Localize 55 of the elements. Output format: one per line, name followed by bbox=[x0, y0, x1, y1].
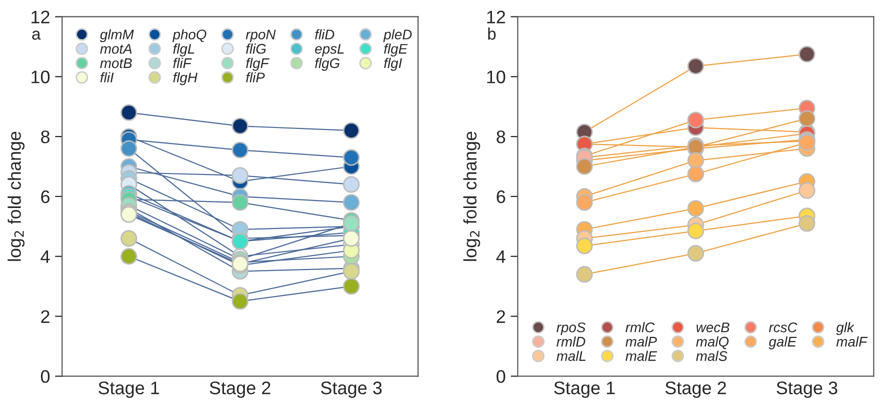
y-tick-label: 10 bbox=[32, 70, 50, 84]
legend-label: malS bbox=[696, 350, 728, 361]
x-tick-label: Stage 1 bbox=[98, 382, 160, 398]
y-tick-label: 8 bbox=[496, 130, 506, 144]
legend-label: phoQ bbox=[172, 29, 206, 42]
text: a bbox=[32, 30, 41, 40]
legend-label: flgF bbox=[246, 58, 270, 71]
y-axis-title: log$_{2}$ fold change bbox=[463, 132, 480, 261]
legend-label: rpoN bbox=[246, 30, 276, 42]
legend-label: motB bbox=[100, 58, 132, 68]
legend-label: flgI bbox=[384, 58, 402, 71]
y-tick-label: 10 bbox=[487, 70, 506, 84]
legend-label: rcsC bbox=[768, 322, 798, 332]
y-tick-label: 12 bbox=[487, 10, 506, 24]
y-tick-label: 2 bbox=[41, 310, 50, 323]
x-tick-label: Stage 3 bbox=[776, 382, 838, 398]
legend-label: malQ bbox=[696, 336, 729, 350]
y-axis-title: log$_{2}$ fold change bbox=[8, 132, 25, 261]
legend-label: galE bbox=[768, 336, 797, 350]
y-tick-label: 6 bbox=[41, 190, 50, 204]
legend-label: wecB bbox=[696, 322, 730, 332]
x-tick-label: Stage 1 bbox=[554, 382, 615, 398]
legend-label: fliI bbox=[100, 72, 114, 82]
y-tick-label: 4 bbox=[40, 250, 50, 263]
y-tick-label: 0 bbox=[496, 370, 506, 383]
legend-label: rmlD bbox=[556, 336, 586, 346]
legend-label: rpoS bbox=[556, 322, 586, 336]
legend-label: fliF bbox=[173, 58, 192, 68]
y-tick-label: 12 bbox=[32, 10, 50, 24]
legend-label: flgH bbox=[173, 72, 198, 86]
legend-label: glmM bbox=[100, 29, 134, 42]
legend-label: pleD bbox=[383, 29, 412, 42]
legend-label: malF bbox=[836, 336, 868, 347]
legend-label: fliG bbox=[246, 44, 266, 54]
legend-label: epsL bbox=[315, 44, 344, 57]
legend-label: flgE bbox=[384, 44, 408, 57]
y-tick-label: 4 bbox=[496, 250, 506, 263]
y-tick-label: 2 bbox=[496, 310, 506, 323]
legend-label: flgL bbox=[173, 44, 194, 57]
legend-label: rmlC bbox=[626, 322, 655, 332]
legend-label: glk bbox=[836, 322, 854, 336]
y-tick-label: 0 bbox=[40, 370, 50, 383]
legend-label: malE bbox=[626, 350, 658, 361]
legend-label: malP bbox=[626, 336, 657, 347]
legend-label: flgG bbox=[315, 58, 340, 71]
y-tick-label: 6 bbox=[496, 190, 506, 204]
legend-label: fliP bbox=[246, 72, 265, 82]
legend-label: fliD bbox=[315, 29, 334, 40]
x-tick-label: Stage 2 bbox=[665, 382, 726, 398]
legend-label: motA bbox=[100, 44, 132, 54]
y-tick-label: 8 bbox=[41, 130, 50, 144]
x-tick-label: Stage 3 bbox=[321, 382, 382, 398]
x-tick-label: Stage 2 bbox=[210, 382, 270, 398]
legend-label: malL bbox=[556, 350, 586, 361]
text: b bbox=[488, 28, 496, 40]
